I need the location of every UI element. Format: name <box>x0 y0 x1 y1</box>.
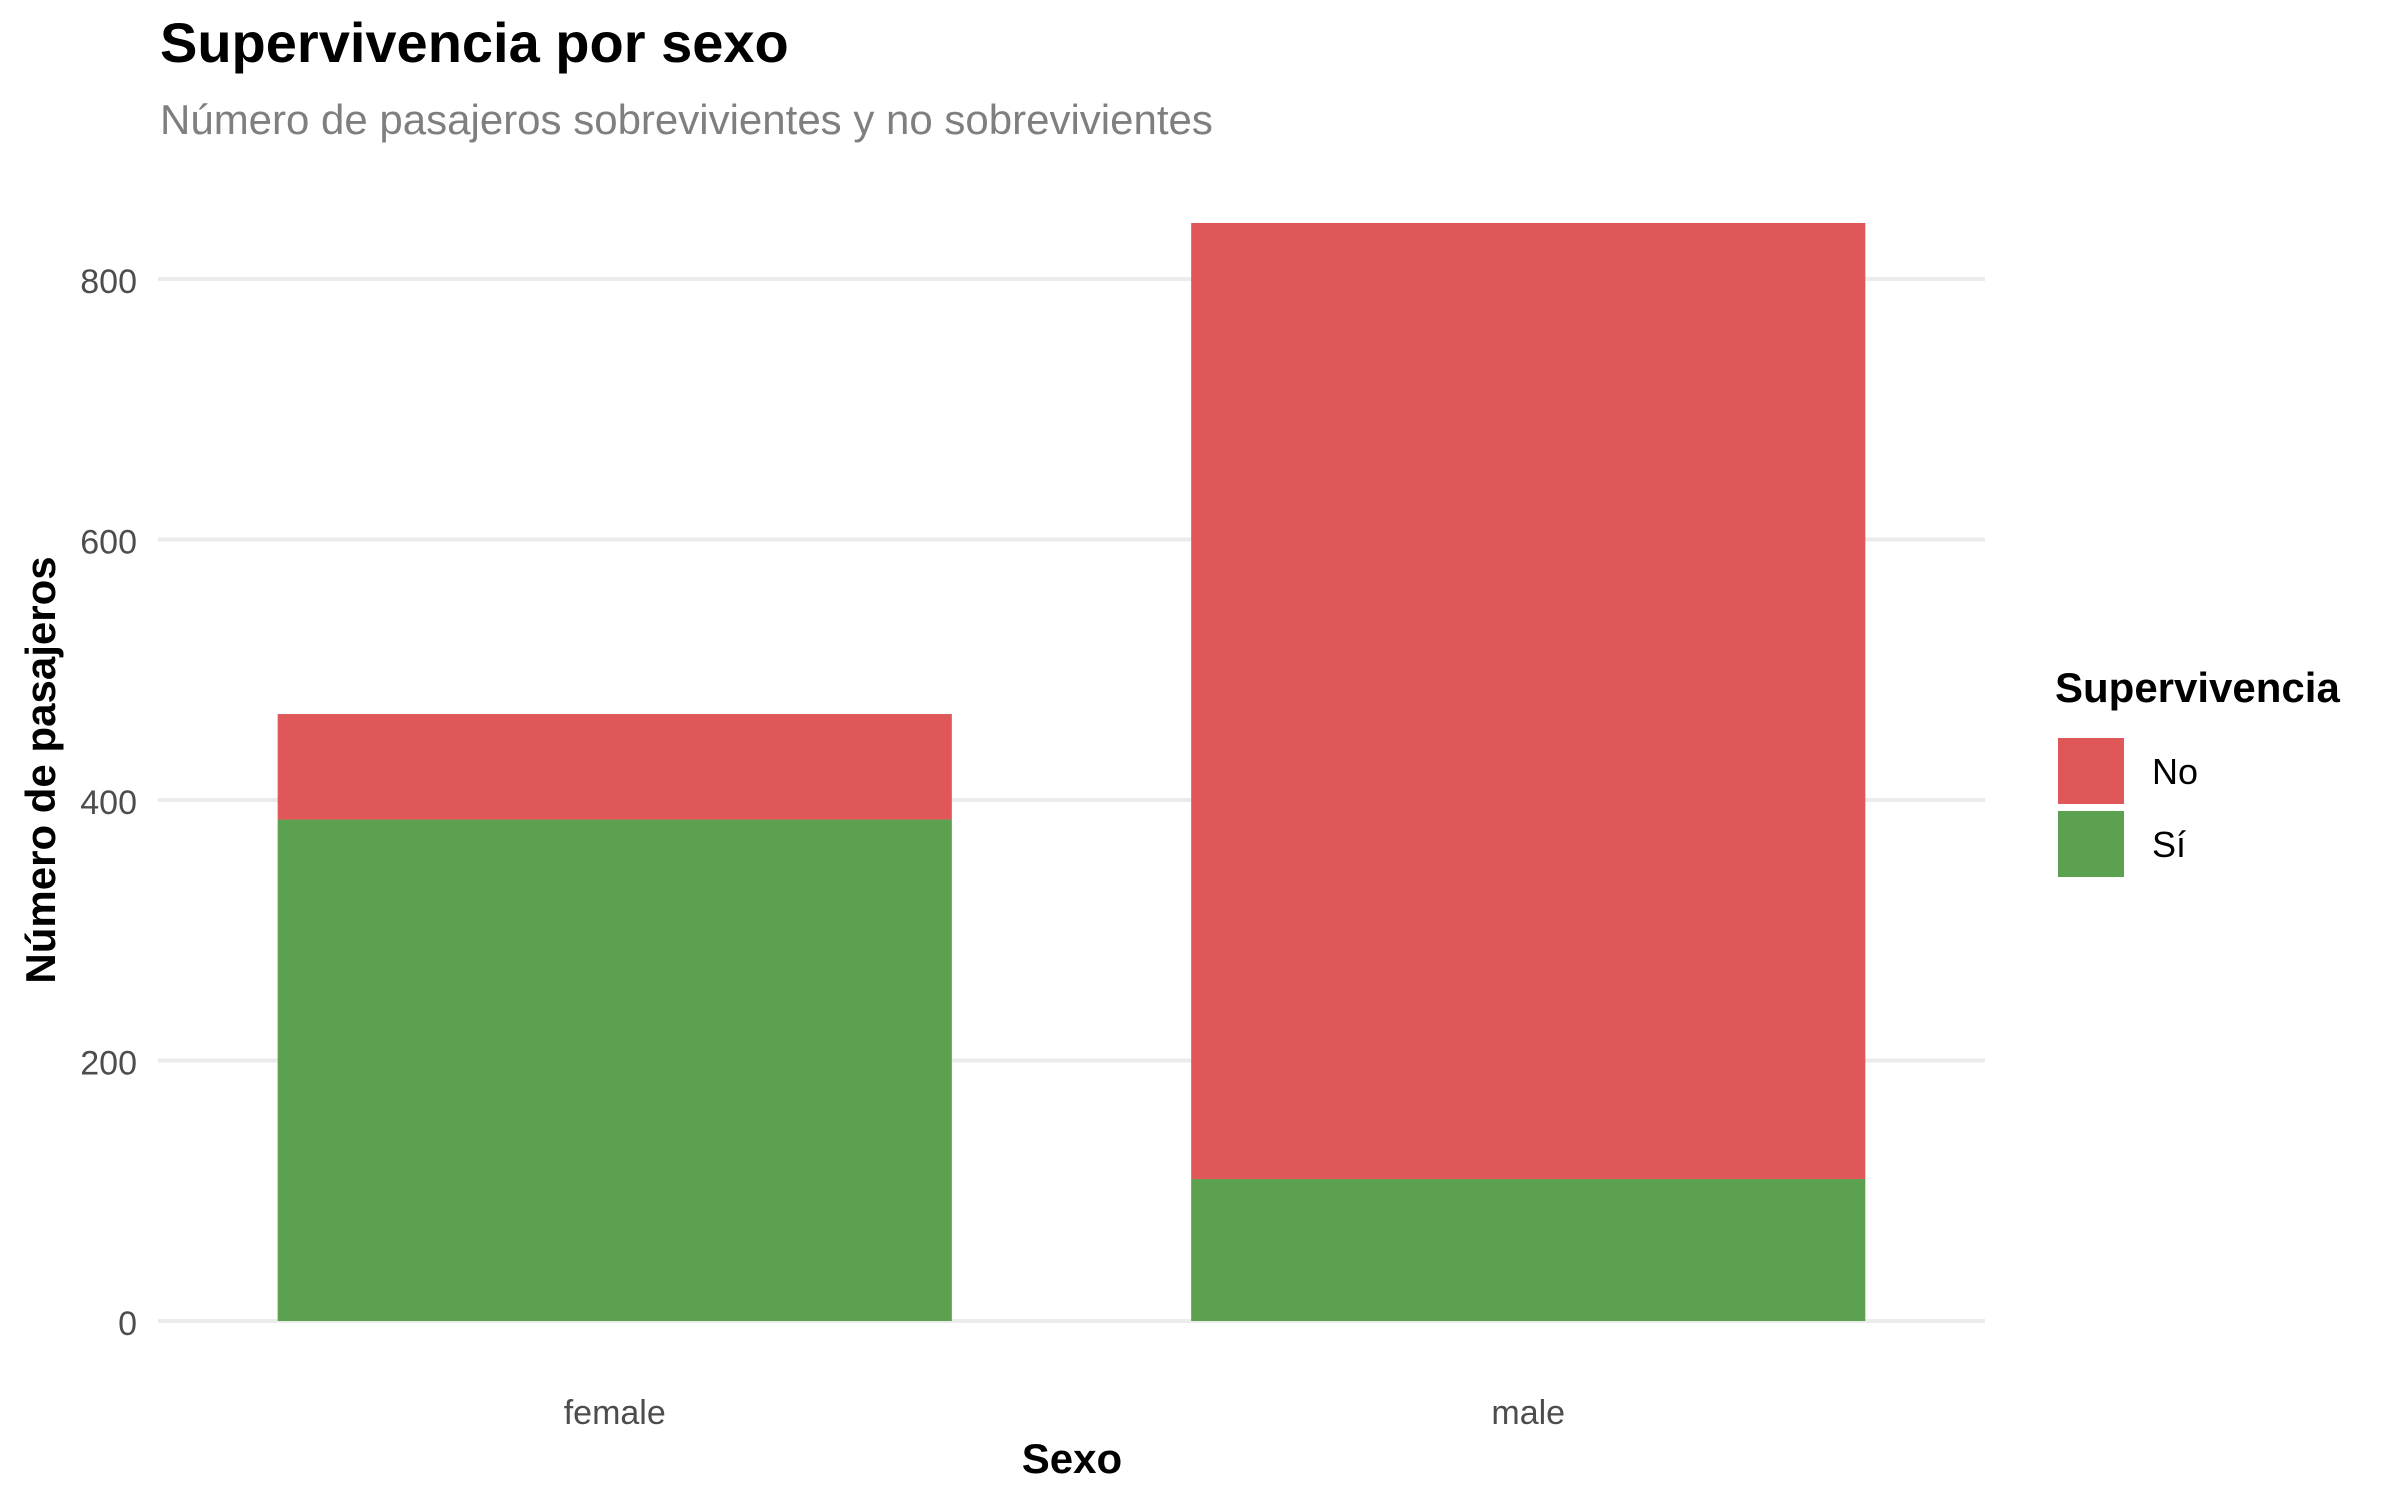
x-tick-label: female <box>564 1394 666 1432</box>
y-tick-label: 200 <box>80 1045 137 1083</box>
x-axis-ticks: female male <box>564 1394 1565 1432</box>
bar-male-si <box>1191 1179 1866 1321</box>
bars <box>277 222 1866 1321</box>
legend-label: Sí <box>2152 824 2186 865</box>
x-tick-label: male <box>1491 1394 1565 1432</box>
y-tick-label: 600 <box>80 524 137 562</box>
bar-male-no <box>1191 222 1866 1180</box>
legend-label: No <box>2152 751 2198 792</box>
y-tick-label: 0 <box>118 1305 137 1343</box>
bar-female-no <box>277 714 952 820</box>
legend: Supervivencia No Sí <box>2055 664 2340 877</box>
x-axis-title: Sexo <box>1022 1435 1122 1482</box>
bar-female-si <box>277 819 952 1321</box>
legend-title: Supervivencia <box>2055 664 2340 711</box>
y-axis-title: Número de pasajeros <box>17 556 64 983</box>
legend-swatch <box>2058 811 2124 877</box>
y-axis-ticks: 0 200 400 600 800 <box>80 263 137 1343</box>
chart-title: Supervivencia por sexo <box>160 11 789 74</box>
y-tick-label: 800 <box>80 263 137 301</box>
chart-subtitle: Número de pasajeros sobrevivientes y no … <box>160 96 1213 143</box>
y-tick-label: 400 <box>80 784 137 822</box>
legend-swatch <box>2058 738 2124 804</box>
